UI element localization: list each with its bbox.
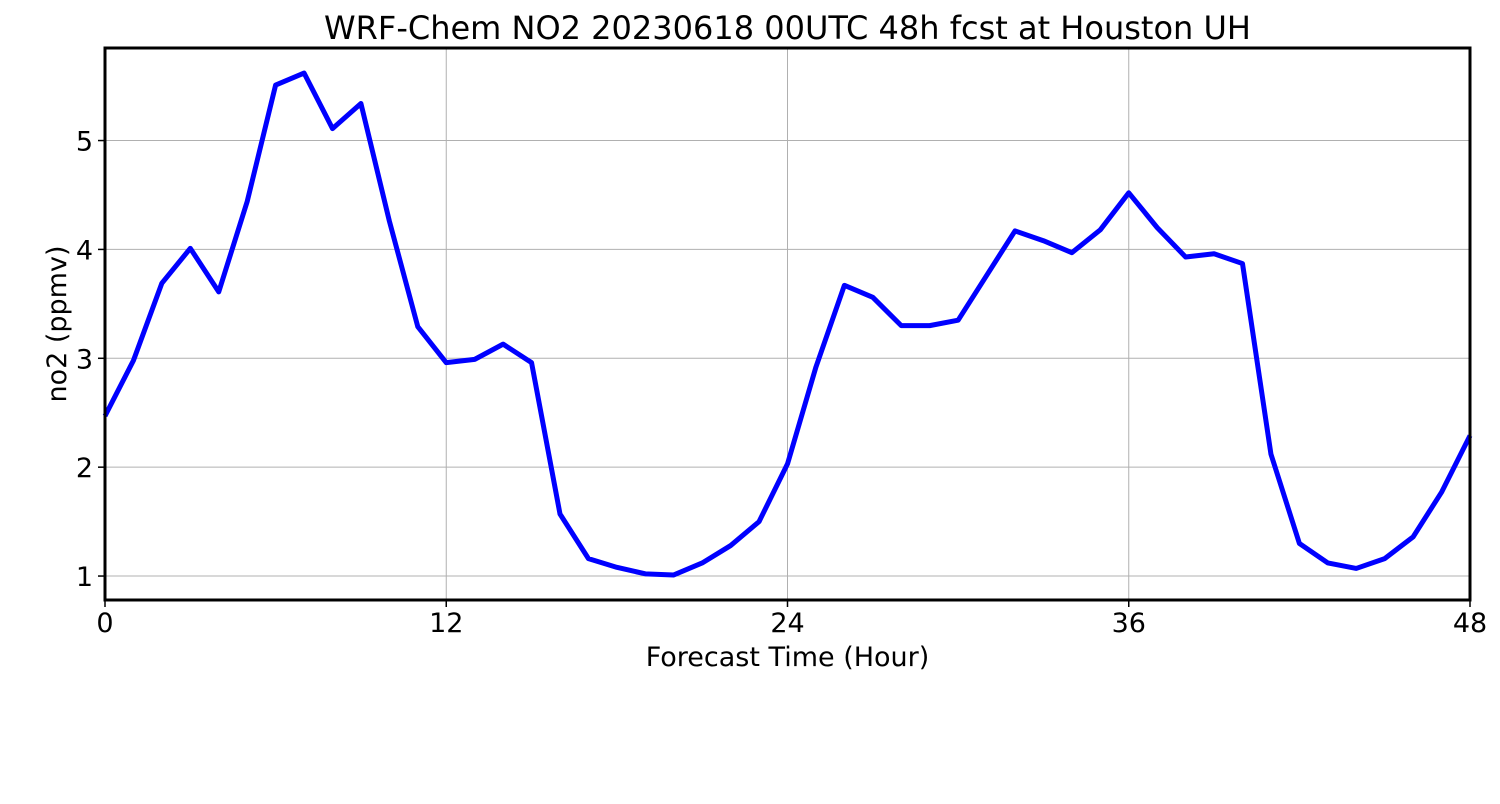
series-line: [102, 70, 1473, 578]
data-point: [1155, 225, 1160, 230]
data-point: [728, 543, 733, 548]
data-point: [273, 83, 278, 88]
data-point: [614, 565, 619, 570]
data-point: [643, 571, 648, 576]
y-tick-label: 2: [76, 453, 93, 484]
data-point: [984, 273, 989, 278]
x-axis-label: Forecast Time (Hour): [646, 642, 930, 673]
x-tick-label: 36: [1112, 608, 1146, 639]
data-point: [813, 365, 818, 370]
grid: [104, 48, 1471, 600]
data-point: [558, 511, 563, 516]
data-point: [671, 572, 676, 577]
data-point: [387, 219, 392, 224]
data-point: [1240, 261, 1245, 266]
data-point: [302, 71, 307, 76]
data-point: [330, 126, 335, 131]
data-point: [216, 289, 221, 294]
data-point: [415, 324, 420, 329]
data-point: [1098, 227, 1103, 232]
y-tick-label: 3: [76, 344, 93, 375]
data-point: [1013, 228, 1018, 233]
data-point: [1041, 238, 1046, 243]
x-tick-label: 12: [429, 608, 463, 639]
data-point: [131, 358, 136, 363]
series-layer: [102, 70, 1473, 578]
data-point: [159, 281, 164, 286]
data-point: [785, 461, 790, 466]
y-tick-label: 4: [76, 235, 93, 266]
data-point: [1354, 566, 1359, 571]
data-point: [1183, 255, 1188, 260]
data-point: [245, 199, 250, 204]
data-point: [700, 560, 705, 565]
data-point: [1069, 250, 1074, 255]
data-point: [501, 342, 506, 347]
data-point: [927, 323, 932, 328]
y-tick-label: 5: [76, 127, 93, 158]
x-tick-label: 24: [770, 608, 804, 639]
data-point: [1212, 251, 1217, 256]
chart-title: WRF-Chem NO2 20230618 00UTC 48h fcst at …: [324, 9, 1251, 47]
data-point: [188, 246, 193, 251]
data-point: [1325, 560, 1330, 565]
data-point: [586, 556, 591, 561]
data-point: [1268, 452, 1273, 457]
data-point: [358, 101, 363, 106]
data-point: [1439, 490, 1444, 495]
data-point: [472, 357, 477, 362]
x-tick-label: 48: [1453, 608, 1487, 639]
data-point: [444, 360, 449, 365]
data-point: [956, 318, 961, 323]
x-tick-label: 0: [96, 608, 113, 639]
data-point: [1126, 190, 1131, 195]
y-tick-label: 1: [76, 562, 93, 593]
data-point: [1411, 534, 1416, 539]
data-point: [1297, 541, 1302, 546]
data-point: [757, 519, 762, 524]
data-point: [1382, 556, 1387, 561]
y-axis-label: no2 (ppmv): [42, 245, 73, 402]
data-point: [529, 360, 534, 365]
data-point: [842, 283, 847, 288]
data-point: [870, 295, 875, 300]
data-point: [899, 323, 904, 328]
